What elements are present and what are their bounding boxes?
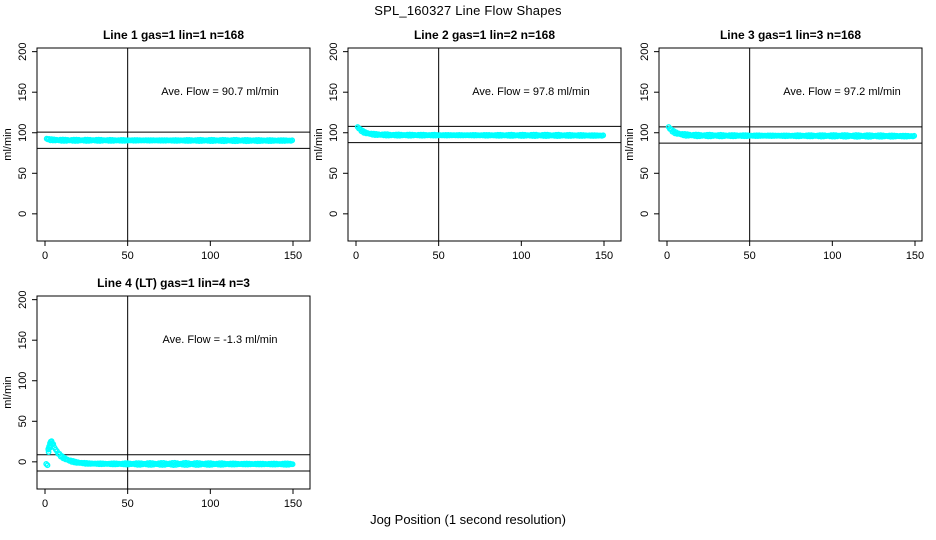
subplot-2: 0 50 100 150 200 0 50 100 150 ml/min Line 2 gas=1 …: [313, 28, 622, 262]
y-tick-label: 100: [17, 372, 29, 390]
y-tick-label: 0: [639, 211, 651, 217]
x-tick-label: 0: [353, 250, 359, 262]
x-tick-label: 0: [42, 250, 48, 262]
y-tick-label: 50: [17, 167, 29, 179]
flow-point: [289, 137, 296, 144]
ave-flow-annotation: Ave. Flow = 97.2 ml/min: [783, 86, 900, 98]
y-axis-unit-label: ml/min: [2, 128, 14, 160]
y-axis-unit-label: ml/min: [313, 128, 325, 160]
plot-box: [347, 47, 622, 242]
y-tick-label: 100: [17, 124, 29, 142]
x-tick-label: 50: [433, 250, 445, 262]
x-tick-label: 150: [284, 498, 302, 510]
y-axis-unit-label: ml/min: [624, 128, 636, 160]
x-tick-label: 100: [512, 250, 530, 262]
y-tick-label: 200: [639, 42, 651, 60]
flow-point: [911, 132, 918, 139]
y-tick-label: 0: [17, 459, 29, 465]
x-tick-label: 150: [284, 250, 302, 262]
subplot-title: Line 2 gas=1 lin=2 n=168: [414, 28, 555, 42]
x-tick-label: 50: [122, 250, 134, 262]
y-tick-label: 150: [17, 83, 29, 101]
x-axis-label: Jog Position (1 second resolution): [370, 512, 566, 527]
x-tick-label: 50: [744, 250, 756, 262]
x-tick-label: 100: [201, 498, 219, 510]
subplot-title: Line 4 (LT) gas=1 lin=4 n=3: [97, 276, 250, 290]
flow-point-outlier: [49, 440, 56, 447]
y-tick-label: 0: [17, 211, 29, 217]
y-tick-label: 200: [17, 42, 29, 60]
flow-points: [43, 135, 296, 145]
y-tick-label: 100: [639, 124, 651, 142]
figure-title: SPL_160327 Line Flow Shapes: [374, 3, 562, 18]
subplot-1: 0 50 100 150 200 0 50 100 150 ml/min Line 1 gas=1 …: [2, 28, 311, 262]
y-tick-label: 200: [328, 42, 340, 60]
ave-flow-annotation: Ave. Flow = 97.8 ml/min: [472, 86, 589, 98]
x-tick-label: 150: [595, 250, 613, 262]
y-axis-unit-label: ml/min: [2, 376, 14, 408]
flow-points: [43, 438, 296, 469]
plot-box: [658, 47, 923, 242]
subplot-title: Line 1 gas=1 lin=1 n=168: [103, 28, 244, 42]
y-tick-label: 150: [639, 83, 651, 101]
x-tick-label: 50: [122, 498, 134, 510]
y-tick-label: 50: [328, 167, 340, 179]
x-tick-label: 100: [823, 250, 841, 262]
plot-box: [36, 295, 311, 490]
subplot-3: 0 50 100 150 200 0 50 100 150 ml/min Line 3 gas=1 …: [624, 28, 924, 262]
ave-flow-annotation: Ave. Flow = 90.7 ml/min: [161, 86, 278, 98]
x-tick-label: 0: [42, 498, 48, 510]
y-tick-label: 0: [328, 211, 340, 217]
y-tick-label: 50: [17, 415, 29, 427]
plot-box: [36, 47, 311, 242]
flow-point-outlier: [46, 443, 52, 450]
ave-flow-annotation: Ave. Flow = -1.3 ml/min: [162, 334, 277, 346]
y-tick-label: 150: [328, 83, 340, 101]
flow-point: [289, 461, 296, 468]
y-tick-label: 200: [17, 290, 29, 308]
y-tick-label: 100: [328, 124, 340, 142]
subplot-4: 0 50 100 150 200 0 50 100 150 ml/min Line 4 (LT) g…: [2, 276, 311, 510]
flow-point-outlier: [44, 462, 51, 469]
subplot-title: Line 3 gas=1 lin=3 n=168: [720, 28, 861, 42]
flow-points: [354, 124, 607, 140]
y-tick-label: 150: [17, 331, 29, 349]
flow-point: [600, 132, 607, 139]
x-tick-label: 0: [664, 250, 670, 262]
x-tick-label: 100: [201, 250, 219, 262]
flow-points: [665, 124, 918, 140]
y-tick-label: 50: [639, 167, 651, 179]
x-tick-label: 150: [906, 250, 924, 262]
